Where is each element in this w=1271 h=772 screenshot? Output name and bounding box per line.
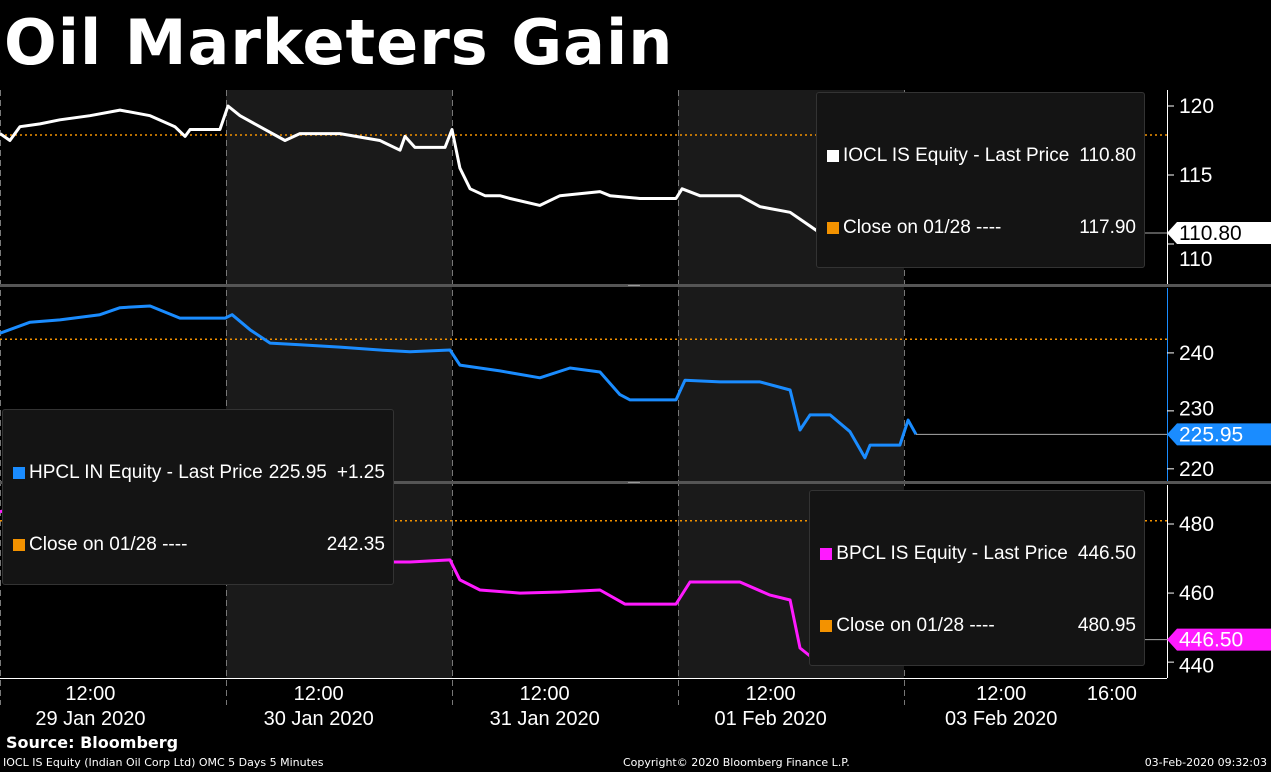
y-tick-label: 460 [1179,582,1214,605]
x-day-label: 01 Feb 2020 [714,708,826,730]
last-price-tag [1167,221,1271,244]
close-swatch [820,620,833,632]
x-tick-label: 12:00 [294,683,344,705]
y-tick-label: 240 [1179,342,1214,365]
legend-close: 480.95 [1077,615,1136,636]
y-tick-label: 110 [1179,248,1212,271]
last-price-tag-label: 110.80 [1179,222,1242,245]
x-day-label: 31 Jan 2020 [490,708,600,730]
legend-last: 446.50 [1077,543,1136,564]
legend-label: BPCL IS Equity - Last Price [836,543,1068,564]
legend-close-label: Close on 01/28 ---- [842,217,1002,238]
legend-label: HPCL IN Equity - Last Price [29,462,263,483]
x-day-label: 30 Jan 2020 [264,708,374,730]
close-swatch [13,539,25,551]
hpcl-price-line [0,304,918,460]
source-label: Source: Bloomberg [6,733,179,752]
legend-bpcl: BPCL IS Equity - Last Price 446.50 Close … [809,490,1145,666]
legend-iocl: IOCL IS Equity - Last Price 110.80 Close … [815,92,1145,268]
y-tick-label: 220 [1179,458,1214,481]
hpcl-swatch [13,467,25,479]
x-day-label: 29 Jan 2020 [35,708,145,730]
y-tick-label: 230 [1179,397,1214,420]
x-day-label: 03 Feb 2020 [945,708,1057,730]
legend-hpcl: HPCL IN Equity - Last Price 225.95 +1.25 C… [2,409,394,585]
y-tick-label: 440 [1179,655,1214,678]
last-price-tag-label: 446.50 [1179,629,1243,652]
legend-close: 242.35 [326,534,385,555]
x-tick-label: 16:00 [1087,683,1137,705]
chart-title: Oil Marketers Gain [4,6,674,79]
footer-security: IOCL IS Equity (Indian Oil Corp Ltd) OMC… [3,756,324,769]
y-tick-label: 115 [1179,164,1212,187]
x-tick-label: 12:00 [65,683,115,705]
x-tick-label: 12:00 [746,683,796,705]
bpcl-swatch [820,548,833,560]
shaded-day [226,90,452,678]
y-tick-label: 480 [1179,513,1214,536]
legend-close-label: Close on 01/28 ---- [836,615,995,636]
y-tick-label: 120 [1179,95,1214,118]
legend-close-label: Close on 01/28 ---- [29,534,188,555]
last-price-tag [1167,423,1271,446]
legend-last: 225.95 [268,462,327,483]
iocl-price-line [0,104,918,260]
last-price-tag [1167,628,1271,651]
x-tick-label: 12:00 [520,683,570,705]
legend-label: IOCL IS Equity - Last Price [842,145,1070,166]
legend-last: 110.80 [1079,145,1136,166]
legend-close: 117.90 [1079,217,1136,238]
x-tick-label: 12:00 [976,683,1026,705]
footer-copyright: Copyright© 2020 Bloomberg Finance L.P. [623,756,850,769]
last-price-tag-label: 225.95 [1179,423,1243,446]
close-swatch [826,222,839,234]
iocl-swatch [826,150,839,162]
legend-change: +1.25 [336,462,385,483]
footer-timestamp: 03-Feb-2020 09:32:03 [1144,756,1267,769]
